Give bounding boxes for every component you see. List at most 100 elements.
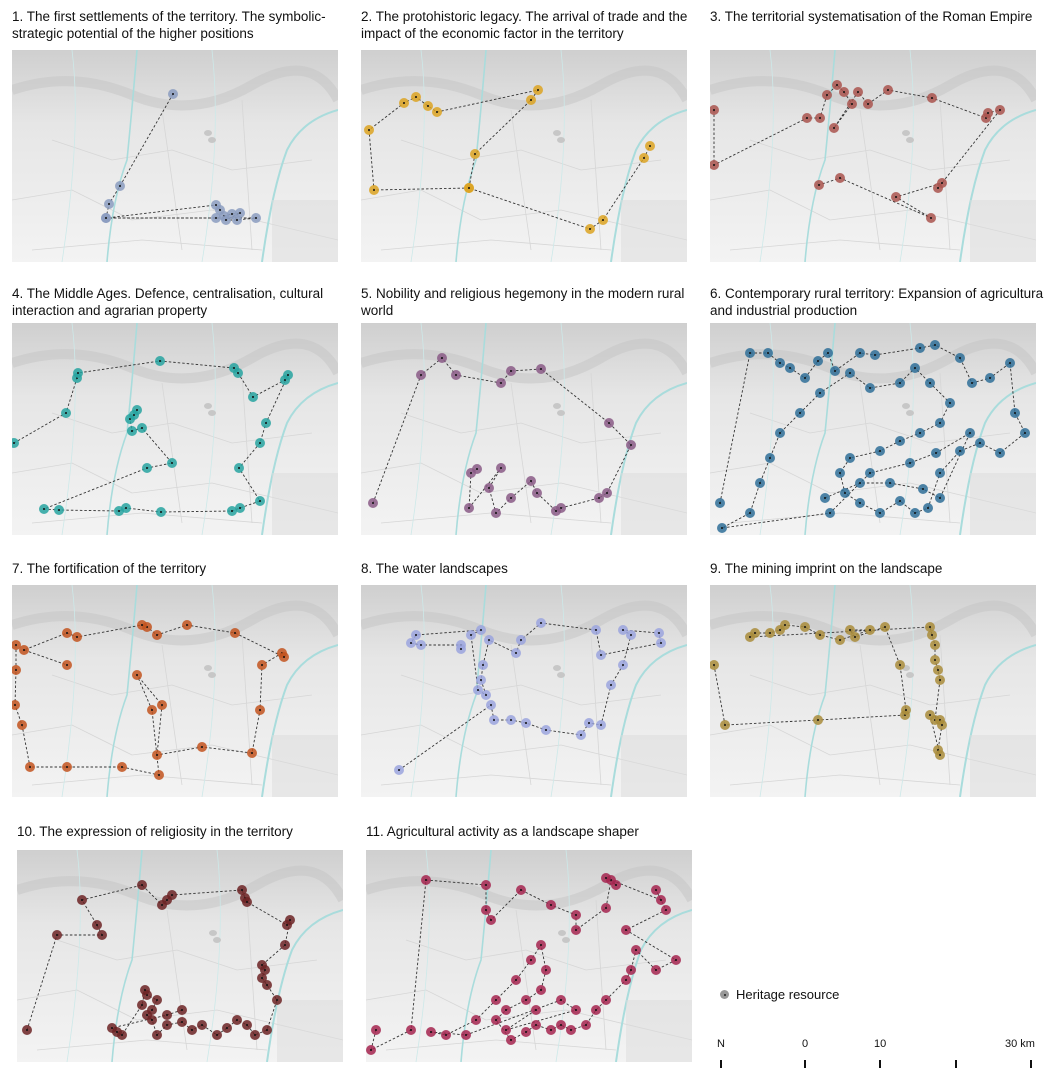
heritage-resource-marker[interactable]	[12, 640, 21, 650]
heritage-resource-marker[interactable]	[242, 897, 252, 907]
heritage-resource-marker[interactable]	[883, 85, 893, 95]
heritage-resource-marker[interactable]	[955, 446, 965, 456]
heritage-resource-marker[interactable]	[132, 405, 142, 415]
heritage-resource-marker[interactable]	[279, 652, 289, 662]
heritage-resource-marker[interactable]	[645, 141, 655, 151]
heritage-resource-marker[interactable]	[895, 378, 905, 388]
heritage-resource-marker[interactable]	[152, 995, 162, 1005]
heritage-resource-marker[interactable]	[456, 644, 466, 654]
heritage-resource-marker[interactable]	[152, 630, 162, 640]
heritage-resource-marker[interactable]	[232, 1015, 242, 1025]
heritage-resource-marker[interactable]	[521, 718, 531, 728]
heritage-resource-marker[interactable]	[1020, 428, 1030, 438]
heritage-resource-marker[interactable]	[233, 368, 243, 378]
heritage-resource-marker[interactable]	[232, 215, 242, 225]
heritage-resource-marker[interactable]	[22, 1025, 32, 1035]
heritage-resource-marker[interactable]	[800, 622, 810, 632]
heritage-resource-marker[interactable]	[813, 356, 823, 366]
heritage-resource-marker[interactable]	[521, 1027, 531, 1037]
heritage-resource-marker[interactable]	[785, 363, 795, 373]
heritage-resource-marker[interactable]	[478, 660, 488, 670]
heritage-resource-marker[interactable]	[775, 358, 785, 368]
heritage-resource-marker[interactable]	[626, 965, 636, 975]
heritage-resource-marker[interactable]	[802, 113, 812, 123]
heritage-resource-marker[interactable]	[895, 436, 905, 446]
heritage-resource-marker[interactable]	[656, 638, 666, 648]
heritage-resource-marker[interactable]	[915, 428, 925, 438]
heritage-resource-marker[interactable]	[255, 705, 265, 715]
heritage-resource-marker[interactable]	[187, 1025, 197, 1035]
heritage-resource-marker[interactable]	[251, 213, 261, 223]
heritage-resource-marker[interactable]	[406, 638, 416, 648]
heritage-resource-marker[interactable]	[394, 765, 404, 775]
heritage-resource-marker[interactable]	[845, 453, 855, 463]
heritage-resource-marker[interactable]	[127, 426, 137, 436]
heritage-resource-marker[interactable]	[526, 476, 536, 486]
heritage-resource-marker[interactable]	[845, 368, 855, 378]
heritage-resource-marker[interactable]	[62, 762, 72, 772]
heritage-resource-marker[interactable]	[280, 940, 290, 950]
heritage-resource-marker[interactable]	[92, 920, 102, 930]
heritage-resource-marker[interactable]	[671, 955, 681, 965]
heritage-resource-marker[interactable]	[835, 635, 845, 645]
heritage-resource-marker[interactable]	[486, 700, 496, 710]
heritage-resource-marker[interactable]	[651, 885, 661, 895]
heritage-resource-marker[interactable]	[923, 503, 933, 513]
heritage-resource-marker[interactable]	[162, 1020, 172, 1030]
heritage-resource-marker[interactable]	[556, 1020, 566, 1030]
heritage-resource-marker[interactable]	[875, 446, 885, 456]
heritage-resource-marker[interactable]	[618, 660, 628, 670]
heritage-resource-marker[interactable]	[371, 1025, 381, 1035]
heritage-resource-marker[interactable]	[272, 995, 282, 1005]
heritage-resource-marker[interactable]	[795, 408, 805, 418]
heritage-resource-marker[interactable]	[257, 973, 267, 983]
heritage-resource-marker[interactable]	[931, 448, 941, 458]
heritage-resource-marker[interactable]	[476, 625, 486, 635]
heritage-resource-marker[interactable]	[935, 493, 945, 503]
heritage-resource-marker[interactable]	[52, 930, 62, 940]
heritage-resource-marker[interactable]	[25, 762, 35, 772]
heritage-resource-marker[interactable]	[591, 1005, 601, 1015]
heritage-resource-marker[interactable]	[571, 1005, 581, 1015]
heritage-resource-marker[interactable]	[937, 178, 947, 188]
heritage-resource-marker[interactable]	[411, 92, 421, 102]
heritage-resource-marker[interactable]	[855, 348, 865, 358]
heritage-resource-marker[interactable]	[814, 180, 824, 190]
heritage-resource-marker[interactable]	[12, 438, 19, 448]
heritage-resource-marker[interactable]	[496, 463, 506, 473]
heritage-resource-marker[interactable]	[137, 880, 147, 890]
heritage-resource-marker[interactable]	[101, 213, 111, 223]
heritage-resource-marker[interactable]	[104, 199, 114, 209]
heritage-resource-marker[interactable]	[154, 770, 164, 780]
heritage-resource-marker[interactable]	[406, 1025, 416, 1035]
heritage-resource-marker[interactable]	[541, 725, 551, 735]
heritage-resource-marker[interactable]	[601, 903, 611, 913]
heritage-resource-marker[interactable]	[850, 632, 860, 642]
heritage-resource-marker[interactable]	[965, 428, 975, 438]
heritage-resource-marker[interactable]	[432, 107, 442, 117]
heritage-resource-marker[interactable]	[985, 373, 995, 383]
heritage-resource-marker[interactable]	[533, 85, 543, 95]
heritage-resource-marker[interactable]	[832, 80, 842, 90]
heritage-resource-marker[interactable]	[155, 356, 165, 366]
heritage-resource-marker[interactable]	[472, 464, 482, 474]
heritage-resource-marker[interactable]	[536, 985, 546, 995]
heritage-resource-marker[interactable]	[531, 1005, 541, 1015]
heritage-resource-marker[interactable]	[840, 488, 850, 498]
heritage-resource-marker[interactable]	[626, 630, 636, 640]
heritage-resource-marker[interactable]	[863, 99, 873, 109]
heritage-resource-marker[interactable]	[602, 488, 612, 498]
heritage-resource-marker[interactable]	[661, 905, 671, 915]
heritage-resource-marker[interactable]	[546, 900, 556, 910]
heritage-resource-marker[interactable]	[516, 635, 526, 645]
heritage-resource-marker[interactable]	[865, 468, 875, 478]
heritage-resource-marker[interactable]	[631, 945, 641, 955]
heritage-resource-marker[interactable]	[935, 675, 945, 685]
heritage-resource-marker[interactable]	[870, 350, 880, 360]
heritage-resource-marker[interactable]	[234, 463, 244, 473]
heritage-resource-marker[interactable]	[715, 498, 725, 508]
heritage-resource-marker[interactable]	[967, 378, 977, 388]
heritage-resource-marker[interactable]	[925, 378, 935, 388]
heritage-resource-marker[interactable]	[501, 1005, 511, 1015]
heritage-resource-marker[interactable]	[551, 506, 561, 516]
